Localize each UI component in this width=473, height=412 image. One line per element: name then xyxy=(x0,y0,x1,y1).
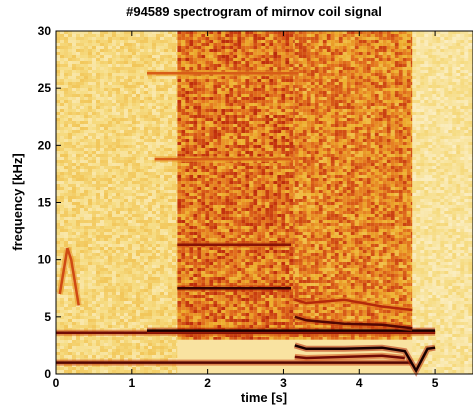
y-tick-label: 30 xyxy=(38,24,52,38)
x-tick-label: 1 xyxy=(128,376,135,390)
x-axis-label: time [s] xyxy=(241,390,287,405)
x-tick-label: 2 xyxy=(204,376,211,390)
spectral-band xyxy=(294,315,413,330)
heatmap-layer xyxy=(56,31,473,374)
y-tick-label: 0 xyxy=(44,367,51,381)
x-tick-label: 5 xyxy=(432,376,439,390)
y-tick-label: 5 xyxy=(44,310,51,324)
y-axis-label: frequency [kHz] xyxy=(10,153,25,251)
plot-area xyxy=(55,30,473,377)
y-tick-label: 20 xyxy=(38,138,52,152)
spectral-band xyxy=(294,344,436,374)
spectral-band xyxy=(58,247,80,306)
spectral-band xyxy=(294,298,413,312)
broadband-region xyxy=(412,31,473,374)
x-tick-label: 4 xyxy=(356,376,363,390)
y-tick-label: 10 xyxy=(38,253,52,267)
y-axis-ticks: 0 5 10 15 20 25 30 xyxy=(38,24,61,381)
chart-title: #94589 spectrogram of mirnov coil signal xyxy=(126,4,382,19)
spectral-bands xyxy=(56,70,436,377)
x-axis-ticks: 0 1 2 3 4 5 xyxy=(53,31,439,390)
spectral-band xyxy=(294,354,405,360)
y-tick-label: 15 xyxy=(38,196,52,210)
x-tick-label: 3 xyxy=(280,376,287,390)
y-tick-label: 25 xyxy=(38,81,52,95)
x-tick-label: 0 xyxy=(53,376,60,390)
broadband-region xyxy=(294,31,413,340)
broadband-region xyxy=(177,31,295,340)
broadband-region xyxy=(56,31,178,374)
